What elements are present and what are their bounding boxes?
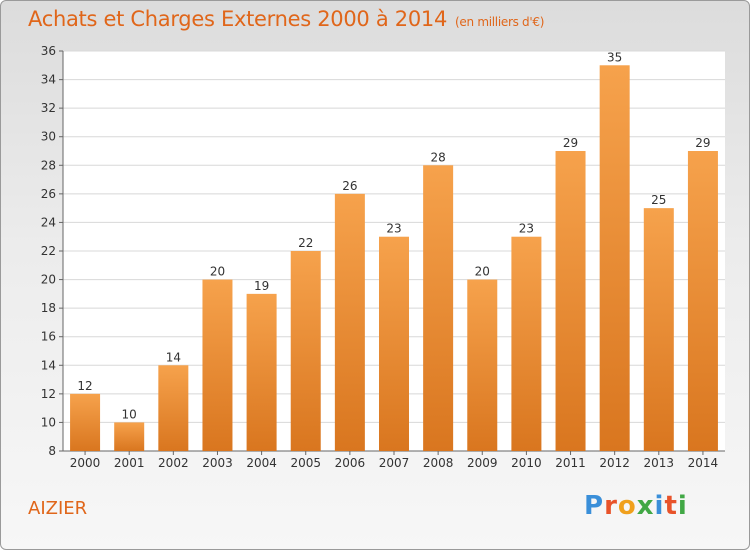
bar-value-label: 14 — [166, 350, 181, 364]
bar — [70, 393, 101, 451]
bar — [643, 208, 674, 451]
x-tick-label: 2009 — [467, 456, 498, 470]
y-tick-label: 34 — [41, 73, 56, 87]
bar-value-label: 29 — [563, 136, 578, 150]
y-tick-label: 30 — [41, 130, 56, 144]
title-text: Achats et Charges Externes 2000 à 2014 — [28, 7, 448, 31]
logo-letter: o — [617, 491, 637, 521]
bar-value-label: 22 — [298, 236, 313, 250]
y-tick-label: 28 — [41, 158, 56, 172]
bar — [114, 422, 145, 451]
y-tick-label: 26 — [41, 187, 56, 201]
bar — [202, 279, 233, 451]
x-tick-label: 2010 — [511, 456, 542, 470]
x-tick-label: 2001 — [114, 456, 145, 470]
unit-label: (en milliers d'€) — [455, 15, 545, 29]
x-tick-label: 2004 — [246, 456, 277, 470]
x-tick-label: 2013 — [644, 456, 675, 470]
bar — [334, 193, 365, 451]
bar-value-label: 20 — [210, 265, 225, 279]
x-tick-label: 2007 — [379, 456, 410, 470]
x-tick-label: 2006 — [335, 456, 366, 470]
chart-title: Achats et Charges Externes 2000 à 2014 (e… — [28, 7, 544, 31]
bar — [423, 165, 454, 452]
bar — [511, 236, 542, 451]
x-tick-label: 2012 — [599, 456, 630, 470]
logo-letter: r — [604, 491, 618, 521]
x-tick-label: 2014 — [688, 456, 719, 470]
logo-letter: t — [664, 491, 678, 521]
y-tick-label: 14 — [41, 358, 56, 372]
bar-value-label: 28 — [430, 150, 445, 164]
y-tick-label: 8 — [48, 444, 56, 458]
bar — [158, 365, 189, 451]
x-tick-label: 2000 — [70, 456, 101, 470]
logo-letter: x — [636, 491, 655, 521]
bar — [467, 279, 498, 451]
bar-value-label: 35 — [607, 50, 622, 64]
x-tick-label: 2003 — [202, 456, 233, 470]
bar-value-label: 20 — [475, 265, 490, 279]
x-tick-label: 2002 — [158, 456, 189, 470]
bar — [555, 151, 586, 451]
bar-value-label: 12 — [77, 379, 92, 393]
bar-value-label: 29 — [695, 136, 710, 150]
y-tick-label: 10 — [41, 415, 56, 429]
bar-value-label: 26 — [342, 179, 357, 193]
bar — [246, 293, 277, 451]
bar-value-label: 23 — [519, 222, 534, 236]
bar — [687, 151, 718, 451]
bar-value-label: 10 — [122, 407, 137, 421]
bar-value-label: 23 — [386, 222, 401, 236]
bar — [599, 65, 630, 452]
y-tick-label: 18 — [41, 301, 56, 315]
logo-letter: i — [654, 491, 665, 521]
bar — [379, 236, 409, 451]
y-tick-label: 24 — [41, 215, 56, 229]
y-tick-label: 12 — [41, 387, 56, 401]
bar-value-label: 25 — [651, 193, 666, 207]
x-tick-label: 2008 — [423, 456, 454, 470]
y-tick-label: 22 — [41, 244, 56, 258]
bar — [290, 251, 321, 451]
logo-letter: i — [677, 491, 688, 521]
y-tick-label: 20 — [41, 273, 56, 287]
x-tick-label: 2011 — [555, 456, 586, 470]
bar-value-label: 19 — [254, 279, 269, 293]
proxiti-logo: Proxiti — [584, 491, 688, 521]
y-tick-label: 36 — [41, 44, 56, 58]
y-tick-label: 16 — [41, 330, 56, 344]
y-tick-label: 32 — [41, 101, 56, 115]
logo-letter: P — [584, 491, 605, 521]
x-tick-label: 2005 — [290, 456, 321, 470]
place-name: AIZIER — [28, 498, 88, 519]
